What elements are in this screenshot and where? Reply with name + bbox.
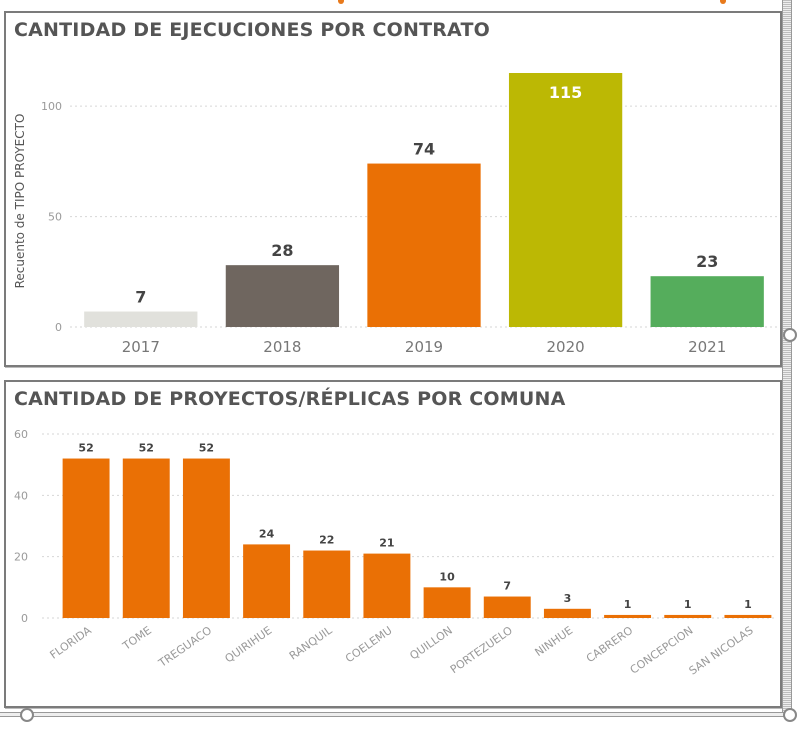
executions-by-contract-panel[interactable]: CANTIDAD DE EJECUCIONES POR CONTRATO 0 50… bbox=[4, 11, 782, 367]
bar bbox=[62, 458, 110, 618]
x-tick-label: SAN NICOLAS bbox=[687, 624, 756, 678]
data-label: 24 bbox=[259, 527, 275, 540]
y-tick-label: 0 bbox=[21, 612, 28, 625]
bar bbox=[225, 265, 340, 327]
x-tick-label: NINHUE bbox=[532, 624, 575, 659]
data-label: 115 bbox=[549, 83, 582, 102]
comuna-chart-title: CANTIDAD DE PROYECTOS/RÉPLICAS POR COMUN… bbox=[14, 388, 566, 410]
x-tick-label: CONCEPCION bbox=[628, 624, 696, 677]
bar bbox=[303, 550, 351, 618]
data-label: 52 bbox=[139, 442, 154, 455]
comuna-chart: 0 20 40 60 52 FLORIDA 52 TOME 52 TREGUACO 24 QUIRIH… bbox=[14, 428, 776, 678]
x-tick-label: CABRERO bbox=[584, 624, 636, 666]
x-tick-label: 2020 bbox=[547, 338, 585, 356]
x-tick-label: QUIRIHUE bbox=[223, 624, 275, 666]
x-tick-label: TREGUACO bbox=[155, 624, 214, 671]
horizontal-ruler bbox=[0, 712, 790, 717]
x-tick-label: PORTEZUELO bbox=[448, 624, 515, 677]
bar bbox=[543, 608, 591, 618]
resize-handle-bottom-left[interactable] bbox=[20, 708, 34, 722]
executions-chart: 0 50 100 Recuento de TIPO PROYECTO 7 2017 28 20… bbox=[13, 73, 778, 356]
x-tick-label: FLORIDA bbox=[48, 624, 95, 662]
executions-chart-title: CANTIDAD DE EJECUCIONES POR CONTRATO bbox=[14, 19, 491, 41]
data-label: 3 bbox=[564, 592, 572, 605]
projects-by-comuna-panel[interactable]: CANTIDAD DE PROYECTOS/RÉPLICAS POR COMUN… bbox=[4, 380, 782, 708]
bar bbox=[650, 276, 764, 327]
bar bbox=[508, 73, 623, 327]
resize-handle-bottom-right[interactable] bbox=[783, 708, 797, 722]
data-label: 1 bbox=[744, 598, 752, 611]
x-tick-label: TOME bbox=[120, 624, 154, 654]
data-label: 7 bbox=[503, 580, 511, 593]
top-orange-mark-left bbox=[338, 0, 344, 4]
data-label: 74 bbox=[413, 140, 435, 159]
bar bbox=[604, 614, 652, 618]
bar bbox=[122, 458, 170, 618]
y-tick-label: 50 bbox=[48, 211, 62, 224]
vertical-ruler-scrollbar[interactable] bbox=[782, 0, 792, 715]
y-tick-label: 20 bbox=[14, 551, 28, 564]
y-tick-label: 100 bbox=[41, 100, 62, 113]
x-tick-label: 2018 bbox=[263, 338, 301, 356]
x-tick-label: COELEMU bbox=[343, 624, 395, 666]
data-label: 22 bbox=[319, 534, 334, 547]
bar bbox=[367, 163, 481, 327]
bar bbox=[182, 458, 230, 618]
data-label: 10 bbox=[439, 570, 455, 583]
data-label: 52 bbox=[199, 442, 214, 455]
x-tick-label: 2017 bbox=[122, 338, 160, 356]
bar bbox=[243, 544, 291, 618]
bar bbox=[664, 614, 712, 618]
bar bbox=[423, 587, 471, 618]
top-orange-mark-right bbox=[720, 0, 726, 4]
data-label: 52 bbox=[78, 442, 93, 455]
resize-handle-right-middle[interactable] bbox=[783, 328, 797, 342]
data-label: 28 bbox=[271, 241, 293, 260]
bar bbox=[363, 553, 411, 618]
data-label: 1 bbox=[624, 598, 632, 611]
data-label: 7 bbox=[135, 288, 146, 307]
bar bbox=[483, 596, 531, 618]
y-tick-label: 0 bbox=[55, 321, 62, 334]
x-tick-label: 2019 bbox=[405, 338, 443, 356]
bar bbox=[84, 311, 198, 327]
y-axis-label: Recuento de TIPO PROYECTO bbox=[13, 114, 27, 289]
bar bbox=[724, 614, 772, 618]
y-tick-label: 40 bbox=[14, 489, 28, 502]
data-label: 1 bbox=[684, 598, 692, 611]
x-tick-label: RANQUIL bbox=[287, 623, 335, 662]
x-tick-label: QUILLON bbox=[407, 624, 454, 663]
x-tick-label: 2021 bbox=[688, 338, 726, 356]
data-label: 23 bbox=[696, 252, 718, 271]
y-tick-label: 60 bbox=[14, 428, 28, 441]
data-label: 21 bbox=[379, 537, 394, 550]
